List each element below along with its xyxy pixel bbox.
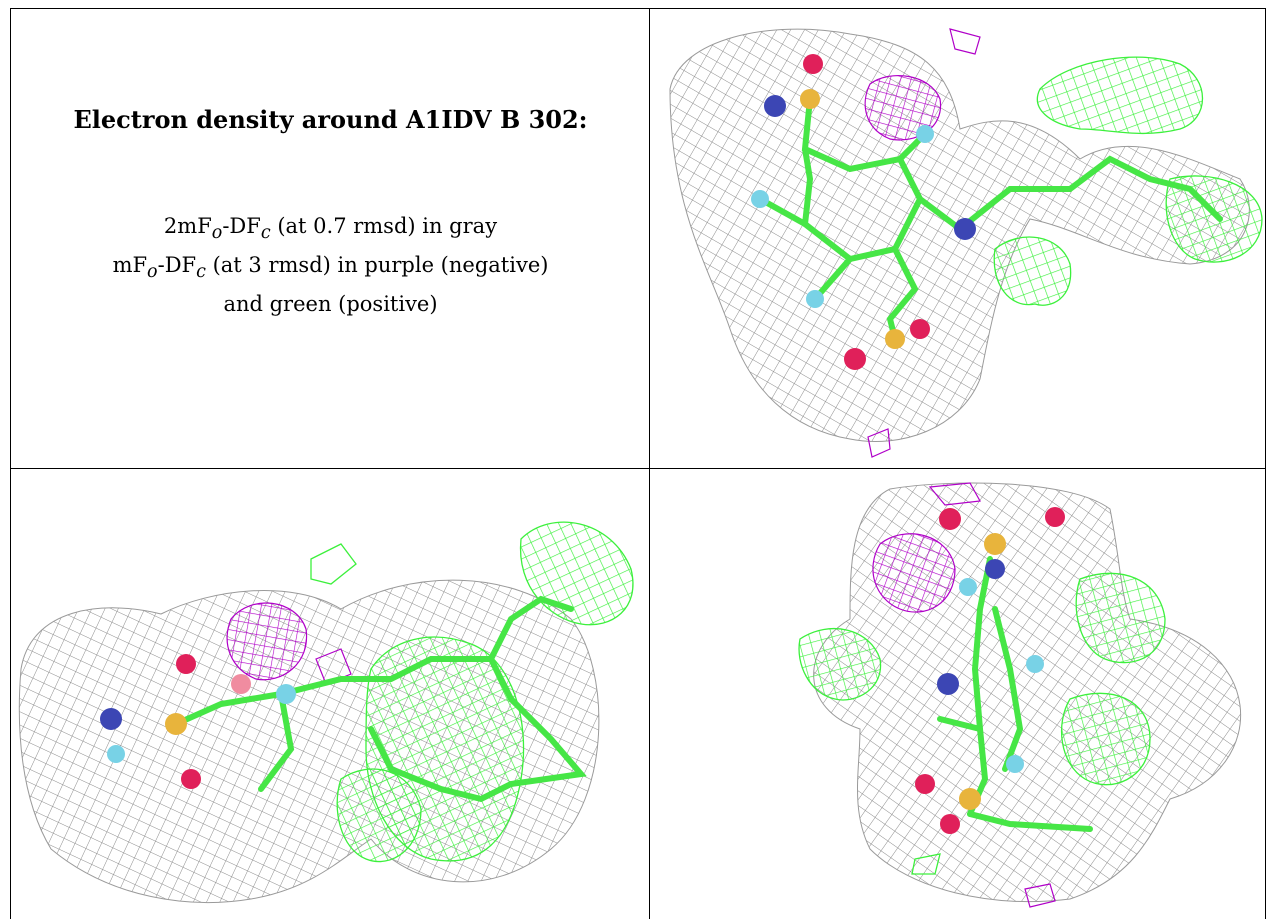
density-panel-top-right bbox=[650, 9, 1265, 468]
density-panel-bottom-left bbox=[11, 469, 649, 919]
table-border-right bbox=[1265, 8, 1266, 919]
caption-line-fofc: mFo-DFc (at 3 rmsd) in purple (negative) bbox=[112, 253, 549, 283]
caption-cell: Electron density around A1IDV B 302: 2mF… bbox=[11, 9, 649, 468]
atom-spheres bbox=[915, 507, 1065, 834]
green-mesh-2 bbox=[993, 236, 1072, 306]
purple-mesh-1 bbox=[872, 533, 956, 613]
table-border-top bbox=[10, 8, 1266, 9]
green-mesh-small bbox=[911, 853, 941, 875]
density-render-1 bbox=[669, 28, 1263, 458]
green-mesh-right-1 bbox=[1075, 572, 1166, 664]
ligand-bonds bbox=[937, 556, 1093, 832]
purple-mesh-2 bbox=[315, 648, 352, 685]
green-mesh-left bbox=[798, 627, 882, 701]
purple-mesh-1 bbox=[226, 602, 308, 681]
purple-mesh-3 bbox=[867, 428, 891, 458]
table-border-left bbox=[10, 8, 11, 919]
purple-mesh-2 bbox=[949, 28, 981, 55]
caption-line-2fofc: 2mFo-DFc (at 0.7 rmsd) in gray bbox=[163, 214, 498, 244]
density-render-2 bbox=[18, 521, 634, 903]
gray-mesh bbox=[813, 482, 1242, 902]
figure-table: Electron density around A1IDV B 302: 2mF… bbox=[10, 8, 1266, 919]
caption-description: 2mFo-DFc (at 0.7 rmsd) in gray mFo-DFc (… bbox=[11, 210, 649, 320]
purple-mesh-2 bbox=[928, 482, 981, 506]
density-render-3 bbox=[798, 482, 1242, 908]
green-mesh-1 bbox=[1036, 56, 1203, 135]
atom-spheres bbox=[100, 654, 296, 789]
purple-mesh-3 bbox=[1024, 883, 1056, 908]
caption-title: Electron density around A1IDV B 302: bbox=[73, 105, 588, 134]
ligand-bonds bbox=[173, 595, 587, 803]
table-border-row bbox=[10, 468, 1266, 469]
green-mesh-right-2 bbox=[1060, 692, 1151, 786]
caption-line-colors: and green (positive) bbox=[223, 292, 438, 317]
green-mesh-bottom bbox=[336, 768, 422, 863]
atom-spheres bbox=[751, 54, 976, 370]
green-mesh-small bbox=[310, 543, 357, 585]
density-panel-bottom-right bbox=[650, 469, 1265, 919]
green-mesh-3 bbox=[1165, 175, 1263, 263]
table-border-middle bbox=[649, 8, 650, 919]
